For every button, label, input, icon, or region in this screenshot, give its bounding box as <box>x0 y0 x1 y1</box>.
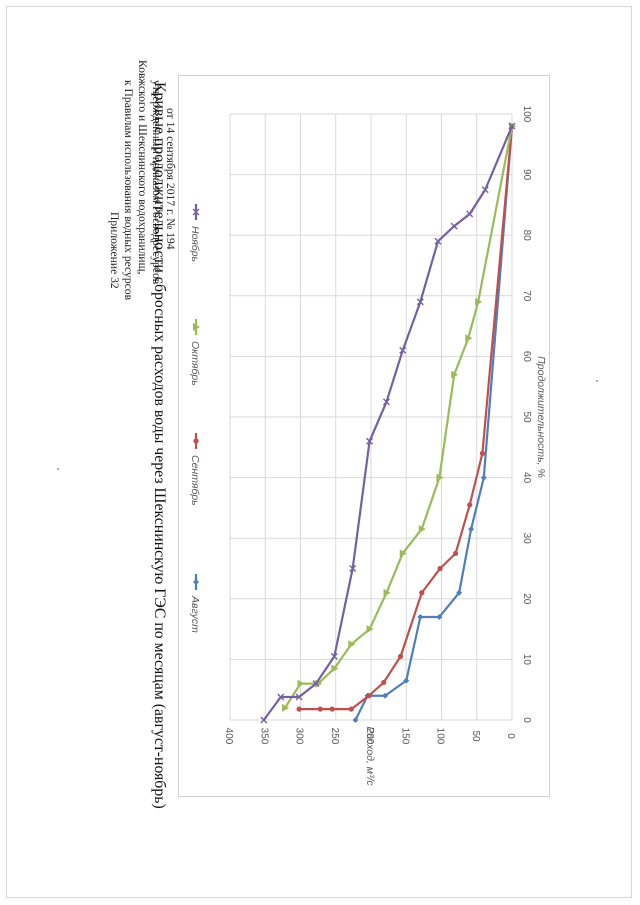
data-point-september <box>348 706 354 712</box>
x-tick-label: 60 <box>521 351 532 363</box>
x-tick-label: 80 <box>521 230 532 242</box>
data-point-october <box>436 473 444 482</box>
x-tick-label: 30 <box>521 533 532 545</box>
data-point-august <box>480 474 487 481</box>
legend-item-september: Сентябрь <box>189 455 201 506</box>
data-point-august <box>417 613 424 620</box>
data-point-october <box>297 679 305 688</box>
data-point-october <box>193 323 200 331</box>
data-point-october <box>399 549 407 558</box>
chart-frame <box>178 75 550 797</box>
y-tick-label: 50 <box>470 730 481 742</box>
data-point-october <box>348 640 356 649</box>
data-point-october <box>383 588 391 597</box>
x-tick-label: 70 <box>521 290 532 302</box>
data-point-november <box>312 680 320 688</box>
data-point-november <box>349 565 357 572</box>
data-point-august <box>468 526 475 533</box>
legend-item-november: Ноябрь <box>189 226 201 262</box>
scan-speck <box>57 468 59 470</box>
data-point-august <box>352 717 359 723</box>
data-point-september <box>381 679 387 686</box>
data-point-august <box>456 589 463 596</box>
x-tick-label: 10 <box>521 654 532 666</box>
scan-speck <box>596 380 598 382</box>
y-tick-label: 0 <box>505 733 516 739</box>
y-tick-label: 300 <box>294 728 305 745</box>
data-point-september <box>437 565 443 572</box>
x-tick-label: 90 <box>521 169 532 181</box>
data-point-september <box>419 590 425 596</box>
data-point-november <box>330 652 338 660</box>
series-line-november <box>262 125 514 721</box>
y-tick-label: 200 <box>364 728 375 745</box>
data-point-november <box>434 237 442 245</box>
data-point-november <box>399 346 407 354</box>
series-line-september <box>299 126 514 711</box>
y-tick-label: 250 <box>329 728 340 745</box>
data-point-november <box>508 122 516 130</box>
data-point-october <box>281 703 289 712</box>
y-tick-label: 350 <box>258 728 269 745</box>
data-point-november <box>366 437 374 445</box>
data-point-november <box>450 222 458 230</box>
data-point-october <box>366 625 374 634</box>
data-point-september <box>453 550 459 556</box>
data-point-september <box>398 653 404 659</box>
y-axis-title: Расход, м³/с <box>364 726 376 786</box>
x-tick-label: 0 <box>521 717 532 723</box>
data-point-november <box>260 716 268 724</box>
data-point-november <box>295 693 303 701</box>
data-point-november <box>192 208 200 216</box>
data-point-november <box>466 210 474 218</box>
data-point-september <box>467 502 473 508</box>
x-tick-label: 50 <box>521 411 532 423</box>
y-tick-label: 400 <box>223 728 234 745</box>
page-border <box>6 6 632 898</box>
y-tick-label: 100 <box>435 728 446 745</box>
data-point-september <box>366 693 372 699</box>
data-point-october <box>331 664 339 673</box>
data-point-october <box>465 334 473 343</box>
data-point-november <box>277 693 285 701</box>
x-tick-label: 100 <box>521 106 532 123</box>
data-point-september <box>317 706 323 712</box>
data-point-september <box>296 706 302 712</box>
legend-item-august: Август <box>189 595 201 633</box>
data-point-august <box>382 692 389 699</box>
x-axis-title: Продолжительность, % <box>535 356 547 478</box>
data-point-october <box>451 370 459 379</box>
legend-item-october: Октябрь <box>189 341 201 386</box>
y-tick-label: 150 <box>399 728 410 745</box>
data-point-november <box>383 398 391 406</box>
data-point-august <box>193 579 199 585</box>
data-point-september <box>329 706 335 712</box>
data-point-november <box>416 298 424 306</box>
series-line-october <box>284 125 514 709</box>
x-tick-label: 40 <box>521 472 532 484</box>
data-point-september <box>193 438 199 444</box>
data-point-august <box>436 613 443 620</box>
data-point-october <box>475 297 483 306</box>
data-point-september <box>479 450 485 456</box>
series-line-august <box>354 126 514 721</box>
data-point-november <box>481 186 489 194</box>
x-tick-label: 20 <box>521 593 532 605</box>
data-point-august <box>403 677 410 684</box>
data-point-october <box>418 525 426 534</box>
